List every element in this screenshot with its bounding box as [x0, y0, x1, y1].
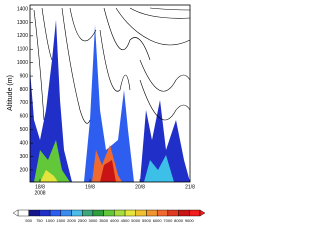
colorbar-box — [39, 209, 51, 217]
y-tick-label: 500 — [20, 127, 29, 133]
contour-fill — [144, 155, 174, 182]
colorbar-end — [12, 209, 19, 217]
colorbar-box — [17, 209, 29, 217]
colorbar-box — [82, 209, 94, 217]
colorbar-label: 2500 — [78, 218, 88, 223]
colorbar-end — [199, 209, 206, 217]
colorbar-box — [92, 209, 104, 217]
colorbar-label: 750 — [36, 218, 43, 223]
colorbar-box — [114, 209, 126, 217]
colorbar-box — [156, 209, 169, 217]
x-sublabel: 2008 — [34, 190, 45, 196]
colorbar-label: 3000 — [88, 218, 98, 223]
y-tick-label: 1000 — [17, 60, 28, 66]
colorbar-box — [135, 209, 147, 217]
contour-line — [33, 7, 191, 124]
contour-field — [30, 7, 191, 182]
colorbar-label: 1000 — [46, 218, 56, 223]
y-tick-label: 1400 — [17, 6, 28, 12]
colorbar-box — [103, 209, 115, 217]
contour-fill — [34, 140, 70, 182]
y-tick-label: 1100 — [17, 47, 28, 53]
colorbar-box — [28, 209, 40, 217]
colorbar-label: 8000 — [174, 218, 184, 223]
colorbar-box — [49, 209, 62, 217]
x-tick-label: 21/8 — [185, 184, 195, 190]
x-tick-label: 20/8 — [135, 184, 145, 190]
colorbar-box — [178, 209, 190, 217]
contour-fill — [40, 170, 58, 182]
contour-fill — [100, 160, 116, 182]
y-tick-label: 1300 — [17, 20, 28, 26]
colorbar-label: 2000 — [67, 218, 77, 223]
colorbar-label: 4000 — [110, 218, 120, 223]
y-tick-label: 300 — [20, 154, 29, 160]
y-tick-label: 700 — [20, 100, 29, 106]
y-tick-label: 200 — [20, 167, 29, 173]
page: Altitude (m) 200 300 400 500 600 700 800 900 100… — [6, 4, 206, 224]
colorbar-box — [124, 209, 136, 217]
colorbar-label: 9000 — [185, 218, 195, 223]
colorbar-box — [189, 209, 201, 217]
colorbar-label: 1500 — [56, 218, 66, 223]
colorbar-box — [167, 209, 179, 217]
y-axis-label: Altitude (m) — [7, 75, 14, 111]
y-tick-label: 800 — [20, 87, 29, 93]
y-tick-label: 900 — [20, 73, 29, 79]
colorbar-label: 6000 — [153, 218, 163, 223]
contour-fill — [140, 100, 190, 182]
chart: Altitude (m) 200 300 400 500 600 700 800 900 100… — [7, 4, 206, 223]
colorbar-label: 7000 — [163, 218, 173, 223]
colorbar-box — [71, 209, 83, 217]
y-tick-label: 1200 — [17, 33, 28, 39]
colorbar-label: 5000 — [131, 218, 141, 223]
colorbar-label: 3500 — [99, 218, 109, 223]
colorbar-box — [60, 209, 72, 217]
y-tick-label: 600 — [20, 114, 29, 120]
plot-frame — [29, 4, 191, 183]
colorbar-label: 500 — [25, 218, 32, 223]
y-tick-label: 400 — [20, 140, 29, 146]
colorbar-box — [146, 209, 158, 217]
colorbar-label: 5500 — [142, 218, 152, 223]
contour-fill — [84, 25, 134, 182]
x-tick-label: 19/8 — [85, 184, 95, 190]
colorbar-label: 4500 — [121, 218, 131, 223]
contour-fill — [30, 20, 72, 182]
x-tick-label: 18/8 — [35, 184, 45, 190]
